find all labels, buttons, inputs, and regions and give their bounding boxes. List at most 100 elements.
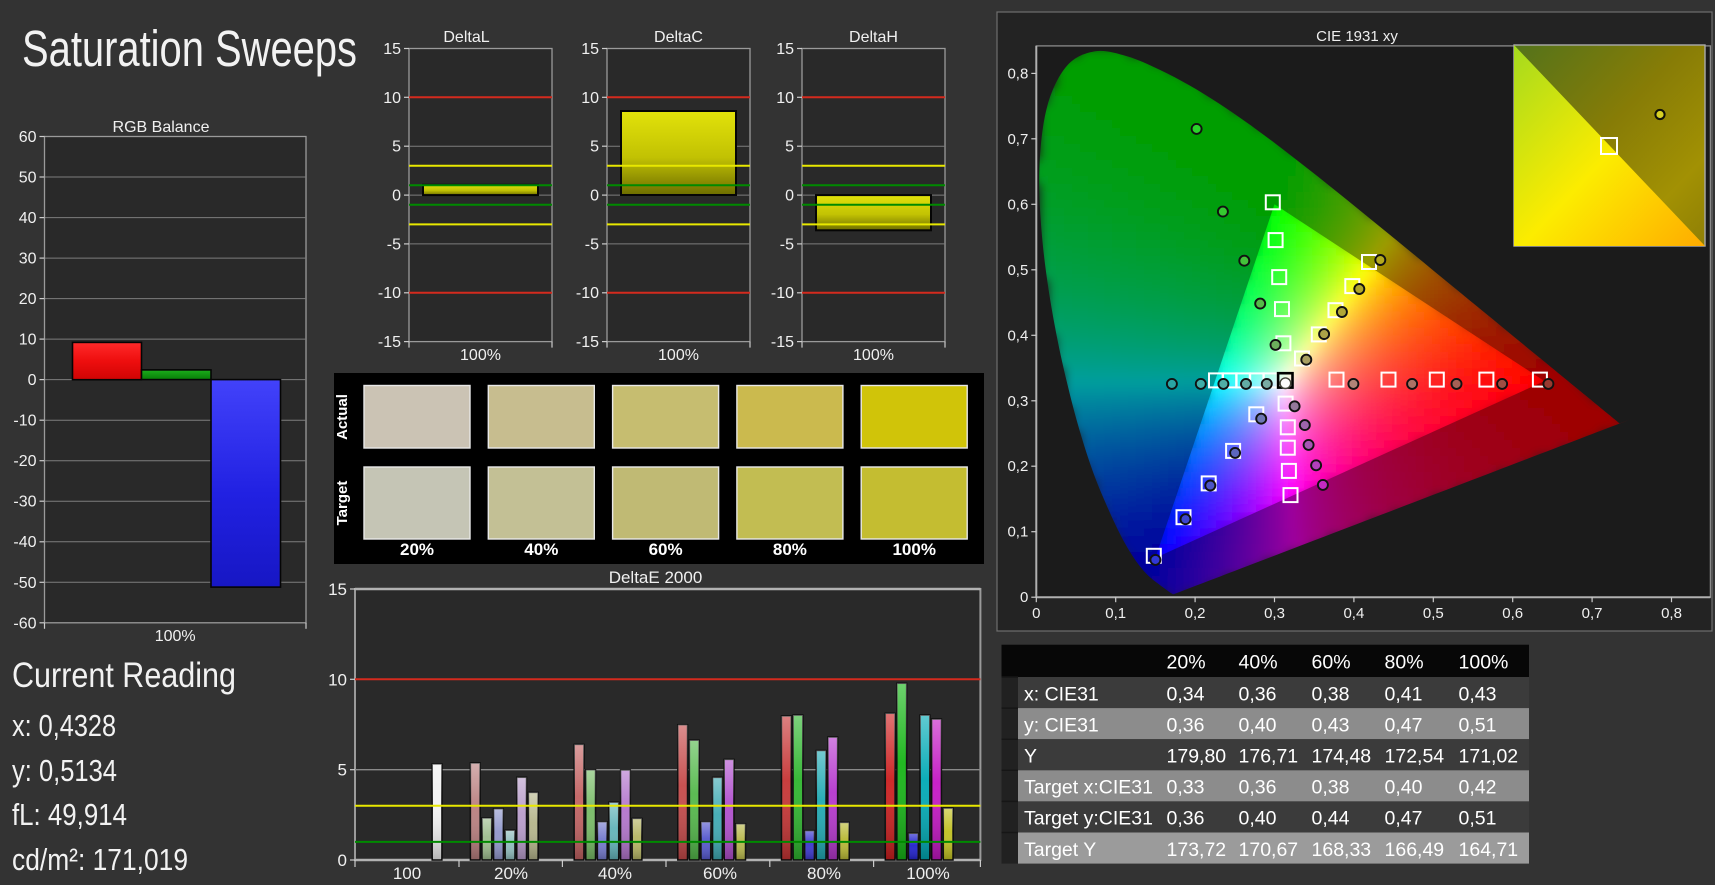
svg-text:0,1: 0,1	[1007, 524, 1028, 541]
svg-text:-10: -10	[771, 285, 794, 302]
svg-text:0,51: 0,51	[1459, 714, 1497, 736]
svg-text:0,8: 0,8	[1007, 65, 1028, 82]
svg-text:0,47: 0,47	[1385, 714, 1423, 736]
svg-text:DeltaC: DeltaC	[654, 29, 703, 46]
svg-text:Actual: Actual	[334, 394, 351, 440]
svg-text:-5: -5	[387, 236, 401, 253]
svg-text:171,02: 171,02	[1459, 746, 1519, 768]
svg-text:100%: 100%	[460, 347, 501, 364]
svg-text:100%: 100%	[892, 540, 935, 559]
svg-text:0,33: 0,33	[1167, 777, 1205, 799]
svg-text:50: 50	[19, 170, 37, 187]
svg-text:0,4: 0,4	[1007, 327, 1028, 344]
svg-text:60%: 60%	[649, 540, 683, 559]
svg-text:x: 0,4328: x: 0,4328	[12, 708, 116, 743]
svg-text:CIE 1931 xy: CIE 1931 xy	[1316, 28, 1398, 45]
svg-text:0,8: 0,8	[1661, 605, 1682, 622]
svg-text:164,71: 164,71	[1459, 839, 1519, 861]
svg-text:0,51: 0,51	[1459, 808, 1497, 830]
svg-text:60%: 60%	[1312, 652, 1351, 674]
svg-text:0,43: 0,43	[1459, 683, 1497, 705]
svg-text:-30: -30	[13, 494, 36, 511]
svg-text:0,6: 0,6	[1007, 196, 1028, 213]
svg-text:-5: -5	[585, 236, 599, 253]
svg-text:5: 5	[392, 139, 401, 156]
svg-text:5: 5	[785, 139, 794, 156]
svg-text:Target x:CIE31: Target x:CIE31	[1024, 777, 1153, 799]
svg-text:-60: -60	[13, 615, 36, 632]
svg-text:5: 5	[590, 139, 599, 156]
svg-text:80%: 80%	[773, 540, 807, 559]
svg-text:0,7: 0,7	[1582, 605, 1603, 622]
svg-text:Target: Target	[334, 481, 351, 526]
svg-text:40: 40	[19, 210, 37, 227]
svg-text:173,72: 173,72	[1167, 839, 1227, 861]
svg-text:-15: -15	[576, 334, 599, 351]
svg-text:cd/m²: 171,019: cd/m²: 171,019	[12, 842, 188, 877]
svg-text:0,1: 0,1	[1105, 605, 1126, 622]
svg-text:0: 0	[1020, 589, 1028, 606]
svg-text:0,2: 0,2	[1185, 605, 1206, 622]
svg-text:10: 10	[328, 670, 347, 689]
svg-text:40%: 40%	[1239, 652, 1278, 674]
svg-text:15: 15	[383, 41, 401, 58]
svg-text:0,44: 0,44	[1312, 808, 1350, 830]
svg-text:40%: 40%	[524, 540, 558, 559]
svg-text:168,33: 168,33	[1312, 839, 1372, 861]
svg-text:0,7: 0,7	[1007, 131, 1028, 148]
svg-text:174,48: 174,48	[1312, 746, 1372, 768]
svg-text:0,47: 0,47	[1385, 808, 1423, 830]
svg-text:30: 30	[19, 251, 37, 268]
svg-text:0: 0	[392, 188, 401, 205]
svg-text:DeltaH: DeltaH	[849, 29, 898, 46]
svg-text:-15: -15	[771, 334, 794, 351]
svg-text:60%: 60%	[703, 864, 737, 883]
svg-text:0,36: 0,36	[1239, 683, 1277, 705]
svg-text:0,41: 0,41	[1385, 683, 1423, 705]
svg-text:100%: 100%	[853, 347, 894, 364]
svg-text:0,6: 0,6	[1502, 605, 1523, 622]
svg-text:0,43: 0,43	[1312, 714, 1350, 736]
svg-text:40%: 40%	[598, 864, 632, 883]
svg-text:-20: -20	[13, 453, 36, 470]
svg-text:Saturation Sweeps: Saturation Sweeps	[22, 20, 357, 77]
svg-text:20: 20	[19, 291, 37, 308]
svg-text:20%: 20%	[400, 540, 434, 559]
svg-text:-10: -10	[378, 285, 401, 302]
svg-text:y: CIE31: y: CIE31	[1024, 714, 1099, 736]
svg-text:0: 0	[338, 851, 347, 870]
svg-text:-50: -50	[13, 575, 36, 592]
svg-text:0,2: 0,2	[1007, 458, 1028, 475]
svg-text:15: 15	[581, 41, 599, 58]
svg-text:60: 60	[19, 129, 37, 146]
svg-text:15: 15	[776, 41, 794, 58]
svg-text:10: 10	[19, 332, 37, 349]
svg-text:0: 0	[28, 372, 37, 389]
svg-text:15: 15	[328, 580, 347, 599]
svg-text:Target y:CIE31: Target y:CIE31	[1024, 808, 1153, 830]
svg-text:DeltaE 2000: DeltaE 2000	[609, 568, 703, 587]
svg-text:fL: 49,914: fL: 49,914	[12, 797, 127, 832]
svg-text:0: 0	[785, 188, 794, 205]
svg-text:176,71: 176,71	[1239, 746, 1299, 768]
svg-text:0,40: 0,40	[1385, 777, 1423, 799]
svg-text:0,34: 0,34	[1167, 683, 1205, 705]
svg-text:DeltaL: DeltaL	[443, 29, 489, 46]
svg-text:20%: 20%	[494, 864, 528, 883]
svg-text:-15: -15	[378, 334, 401, 351]
svg-text:-10: -10	[13, 413, 36, 430]
svg-text:0,40: 0,40	[1239, 808, 1277, 830]
svg-text:100: 100	[393, 864, 421, 883]
svg-text:170,67: 170,67	[1239, 839, 1299, 861]
svg-text:10: 10	[383, 90, 401, 107]
svg-text:0,36: 0,36	[1167, 714, 1205, 736]
svg-text:0,5: 0,5	[1007, 262, 1028, 279]
svg-text:0,38: 0,38	[1312, 777, 1350, 799]
svg-text:Current Reading: Current Reading	[12, 656, 236, 695]
svg-text:0,3: 0,3	[1264, 605, 1285, 622]
svg-text:10: 10	[581, 90, 599, 107]
svg-text:0,5: 0,5	[1423, 605, 1444, 622]
svg-text:172,54: 172,54	[1385, 746, 1445, 768]
svg-text:0,40: 0,40	[1239, 714, 1277, 736]
svg-text:0: 0	[1032, 605, 1040, 622]
